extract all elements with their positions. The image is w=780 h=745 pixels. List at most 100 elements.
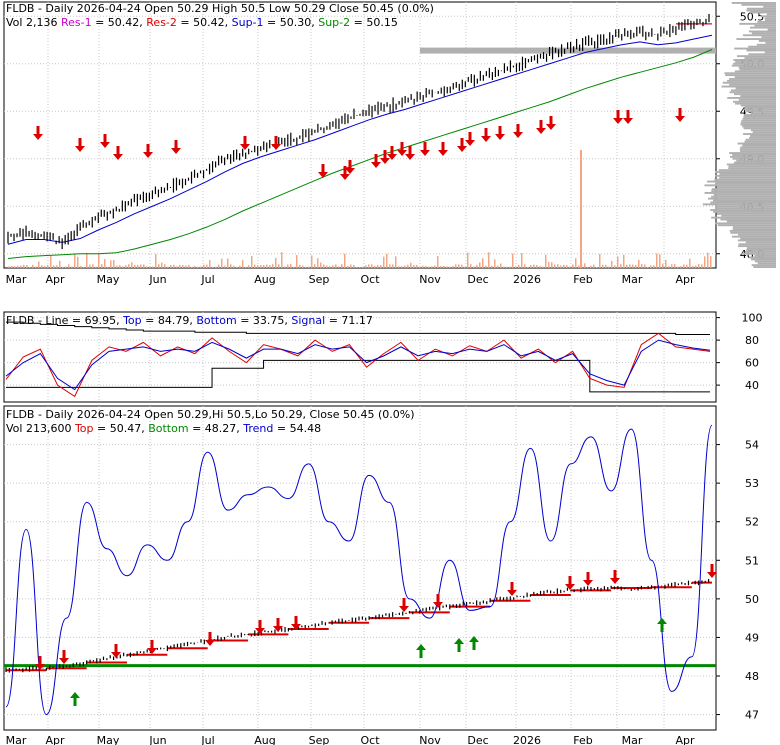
volume-bar [599, 254, 601, 268]
volume-bar [290, 263, 292, 268]
volume-bar [275, 258, 277, 268]
volume-bar [626, 264, 628, 268]
volume-bar [197, 266, 199, 268]
volume-bar [584, 263, 586, 268]
volume-bar [263, 265, 265, 268]
volume-bar [587, 266, 589, 268]
volume-bar [125, 265, 127, 268]
volume-bar [386, 253, 388, 268]
volume-bar [206, 264, 208, 268]
volume-bar [686, 264, 688, 268]
volume-bar [560, 265, 562, 268]
arrow-head [454, 638, 464, 644]
volume-profile-bar [732, 235, 776, 238]
volume-bar [233, 265, 235, 268]
header-segment: = 84.79, [145, 314, 196, 327]
volume-bar [122, 266, 124, 268]
volume-bar [176, 266, 178, 268]
header-segment: Bottom [196, 314, 240, 327]
sell-arrow-marker [583, 572, 593, 586]
volume-profile-bar [732, 157, 776, 160]
volume-profile-bar [760, 15, 776, 18]
volume-bar [689, 258, 691, 268]
volume-bar [659, 254, 661, 268]
volume-bar [281, 252, 283, 268]
volume-bar [569, 266, 571, 268]
volume-bar [74, 253, 76, 268]
sell-arrow-marker [240, 136, 250, 150]
volume-profile-bar [719, 173, 776, 175]
volume-profile-bar [707, 180, 776, 183]
volume-profile-bar [735, 87, 776, 90]
arrow-head [271, 144, 281, 150]
volume-profile-bar [750, 112, 776, 115]
volume-profile-bar [744, 57, 776, 59]
series-line-signal [5, 339, 711, 391]
volume-bar [251, 255, 253, 268]
sell-arrow-marker [318, 164, 328, 178]
volume-bar [668, 266, 670, 268]
volume-profile-bar [729, 230, 776, 232]
x-tick-label: Sep [309, 273, 330, 286]
volume-profile-bar [753, 266, 776, 268]
volume-profile-bar [738, 98, 776, 101]
volume-bar [302, 265, 304, 268]
x-tick-label: Mar [6, 273, 27, 286]
volume-bar [167, 266, 169, 268]
volume-bar [116, 265, 118, 268]
volume-bar [194, 265, 196, 268]
volume-profile-bar [727, 97, 776, 99]
volume-profile-bar [746, 247, 776, 249]
arrow-head [111, 652, 121, 658]
header-segment: = 71.17 [329, 314, 373, 327]
volume-bar [671, 264, 673, 268]
volume-bar [131, 262, 133, 268]
sell-arrow-marker [111, 644, 121, 658]
y-tick-label: 60 [745, 357, 759, 370]
volume-bar [389, 264, 391, 268]
volume-bar [104, 259, 106, 268]
volume-profile-bar [744, 140, 776, 143]
volume-bar [464, 266, 466, 268]
volume-profile-bar [704, 184, 776, 187]
volume-profile-bar [743, 114, 776, 116]
volume-profile-bar [731, 1, 776, 4]
volume-profile-bar [757, 21, 776, 23]
volume-bar [296, 255, 298, 268]
volume-bar [470, 264, 472, 268]
header-segment: = 50.15 [354, 16, 398, 29]
x-tick-label: Oct [360, 273, 380, 286]
y-tick-label: 54 [745, 439, 759, 452]
sell-arrow-marker [623, 110, 633, 124]
volume-profile-bar [713, 199, 776, 202]
volume-bar [32, 264, 34, 268]
chart-header: FLDB - Line = 69.95, Top = 84.79, Bottom… [6, 314, 373, 327]
volume-bar [191, 266, 193, 268]
sell-arrow-marker [546, 116, 556, 130]
volume-profile-bar [740, 150, 776, 153]
x-tick-label: Apr [675, 734, 695, 745]
volume-profile-bar [730, 155, 776, 158]
x-tick-label: Apr [45, 734, 65, 745]
volume-bar [656, 253, 658, 268]
x-tick-label: Jun [148, 734, 166, 745]
volume-profile-bar [740, 104, 776, 107]
header-segment: Top [74, 422, 97, 435]
x-tick-label: Dec [467, 734, 488, 745]
volume-bar [557, 264, 559, 268]
volume-bar [368, 264, 370, 268]
volume-bar [458, 264, 460, 268]
sell-arrow-marker [495, 126, 505, 140]
sell-arrow-marker [75, 138, 85, 152]
volume-bar [704, 256, 706, 268]
x-tick-label: Aug [254, 273, 275, 286]
volume-profile-bar [733, 100, 776, 103]
volume-bar [419, 266, 421, 268]
volume-bar [509, 266, 511, 268]
arrow-head [536, 128, 546, 134]
sell-arrow-marker [33, 126, 43, 140]
volume-bar [221, 258, 223, 268]
volume-bar [527, 266, 529, 268]
volume-bar [362, 266, 364, 268]
header-segment: Res-2 [146, 16, 180, 29]
